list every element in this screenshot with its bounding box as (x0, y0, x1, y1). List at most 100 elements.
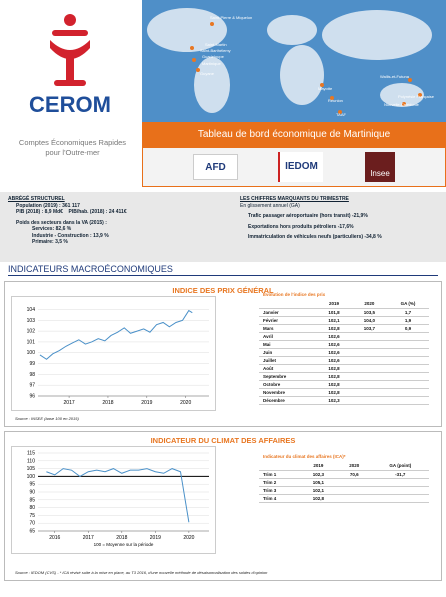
table-cell: Trim 3 (259, 486, 300, 495)
x-tick-label: 2019 (141, 400, 152, 406)
y-tick-label: 105 (27, 466, 36, 472)
table-caption: Indicateur du climat des affaires (ICA)* (263, 454, 346, 459)
map-label: Polynésie Française (398, 94, 435, 99)
y-tick-label: 100 (27, 350, 36, 356)
table-cell (371, 486, 429, 495)
partner-logo: AFD (193, 154, 238, 180)
table-cell (351, 380, 388, 389)
map-label: Wallis-et-Futuna (380, 74, 409, 79)
table-header-cell: 2020 (336, 462, 372, 471)
table-cell: 102,8 (316, 372, 352, 381)
partner-logo: Insee (365, 152, 395, 182)
banner: Tableau de bord économique de Martinique (142, 122, 446, 147)
table-header-cell (259, 462, 300, 471)
table-header-cell (259, 300, 317, 309)
y-tick-label: 75 (29, 513, 35, 519)
logo-symbol (50, 14, 90, 86)
table-cell (336, 486, 372, 495)
table-cell: 104,0 (351, 316, 388, 325)
table-cell (351, 332, 388, 341)
panel-title: INDICATEUR DU CLIMAT DES AFFAIRES (150, 436, 296, 445)
table-cell: Juillet (259, 356, 317, 365)
panel: INDICE DES PRIX GÉNÉRAL 96 97 98 99 100 101 102… (4, 281, 442, 427)
table-cell (387, 380, 429, 389)
summary: ABRÉGÉ STRUCTUREL Population (2019) : 36… (0, 192, 446, 262)
x-tick-label: 2018 (116, 535, 127, 541)
y-tick-label: 98 (29, 372, 35, 378)
table-cell: Novembre (259, 388, 317, 397)
summary-item: Primaire: 3,5 % (32, 239, 68, 245)
map-label: Saint-Barthélemy (200, 48, 231, 53)
table-cell (351, 388, 388, 397)
table-row: Mai 102,6 (259, 340, 429, 349)
table-cell: Février (259, 316, 317, 325)
table-cell: 0,9 (387, 324, 429, 333)
y-tick-label: 102 (27, 329, 36, 335)
table-row: Juillet 102,6 (259, 356, 429, 365)
table-row: Mars 102,8 103,7 0,9 (259, 324, 429, 333)
table-row: Juin 102,6 (259, 348, 429, 357)
table-row: Décembre 102,3 (259, 396, 429, 405)
table-cell (351, 340, 388, 349)
tagline: Comptes Économiques Rapides pour l'Outre… (18, 138, 127, 157)
y-tick-label: 70 (29, 521, 35, 527)
y-tick-label: 96 (29, 394, 35, 400)
table-cell: Août (259, 364, 317, 373)
summary-title: ABRÉGÉ STRUCTUREL (8, 196, 65, 202)
table-cell: 103,7 (351, 324, 388, 333)
table-row: Février 102,1 104,0 1,9 (259, 316, 429, 325)
y-tick-label: 65 (29, 529, 35, 535)
summary-item: Immatriculation de véhicules neufs (part… (248, 234, 382, 240)
table-cell: 102,6 (316, 340, 352, 349)
table-cell: 101,8 (316, 308, 352, 317)
table-cell: 102,8 (299, 494, 337, 503)
table-header-cell: 2019 (316, 300, 352, 309)
table-cell (336, 478, 372, 487)
table-cell: Décembre (259, 396, 317, 405)
table-row: Août 102,8 (259, 364, 429, 373)
data-table: 2019 2020 GA (%) Janvier 101,8 103,5 1,7 Févrie… (259, 300, 429, 405)
table-cell: Mai (259, 340, 317, 349)
table-row: Trim 4 102,8 (259, 494, 429, 503)
table-row: Trim 3 102,1 (259, 486, 429, 495)
table-cell: Janvier (259, 308, 317, 317)
table-cell (387, 348, 429, 357)
table-cell: Avril (259, 332, 317, 341)
y-tick-label: 97 (29, 383, 35, 389)
table-cell (351, 348, 388, 357)
summary-subtitle: En glissement annuel (GA) (240, 202, 300, 209)
summary-item: Trafic passager aéroportuaire (hors tran… (248, 213, 368, 219)
annotation: 100 = Moyenne sur la période (94, 542, 154, 547)
y-tick-label: 103 (27, 318, 36, 324)
map-label: TAAF (336, 112, 346, 117)
table-cell: Trim 1 (259, 470, 300, 479)
table-cell: 102,3 (299, 470, 337, 479)
x-tick-label: 2016 (49, 535, 60, 541)
table-row: Septembre 102,8 (259, 372, 429, 381)
section-title: INDICATEURS MACROÉCONOMIQUES (8, 264, 438, 276)
table-cell: 102,1 (299, 486, 337, 495)
summary-item: Poids des secteurs dans la VA (2015) : (16, 219, 107, 226)
map-label: Martinique (202, 61, 221, 66)
table-caption: Évolution de l'indice des prix (263, 292, 326, 297)
map-label: Guadeloupe (202, 54, 224, 59)
map-label: Mayotte (318, 86, 333, 91)
table-cell (387, 356, 429, 365)
table-cell (351, 356, 388, 365)
table-row: Avril 102,6 (259, 332, 429, 341)
table-cell: 105,1 (299, 478, 337, 487)
source: Source : IEDOM (CVS) - * ICA révisé suit… (15, 570, 268, 575)
x-tick-label: 2018 (102, 400, 113, 406)
table-cell (371, 494, 429, 503)
table-cell (387, 332, 429, 341)
table-cell (387, 396, 429, 405)
y-tick-label: 85 (29, 497, 35, 503)
logo-area: CEROM (29, 14, 111, 117)
map (142, 0, 446, 122)
map-label: Réunion (328, 98, 343, 103)
table-cell: 102,3 (316, 396, 352, 405)
table-row: Janvier 101,8 103,5 1,7 (259, 308, 429, 317)
y-tick-label: 90 (29, 490, 35, 496)
table-row: Octobre 102,8 (259, 380, 429, 389)
table-cell: Juin (259, 348, 317, 357)
